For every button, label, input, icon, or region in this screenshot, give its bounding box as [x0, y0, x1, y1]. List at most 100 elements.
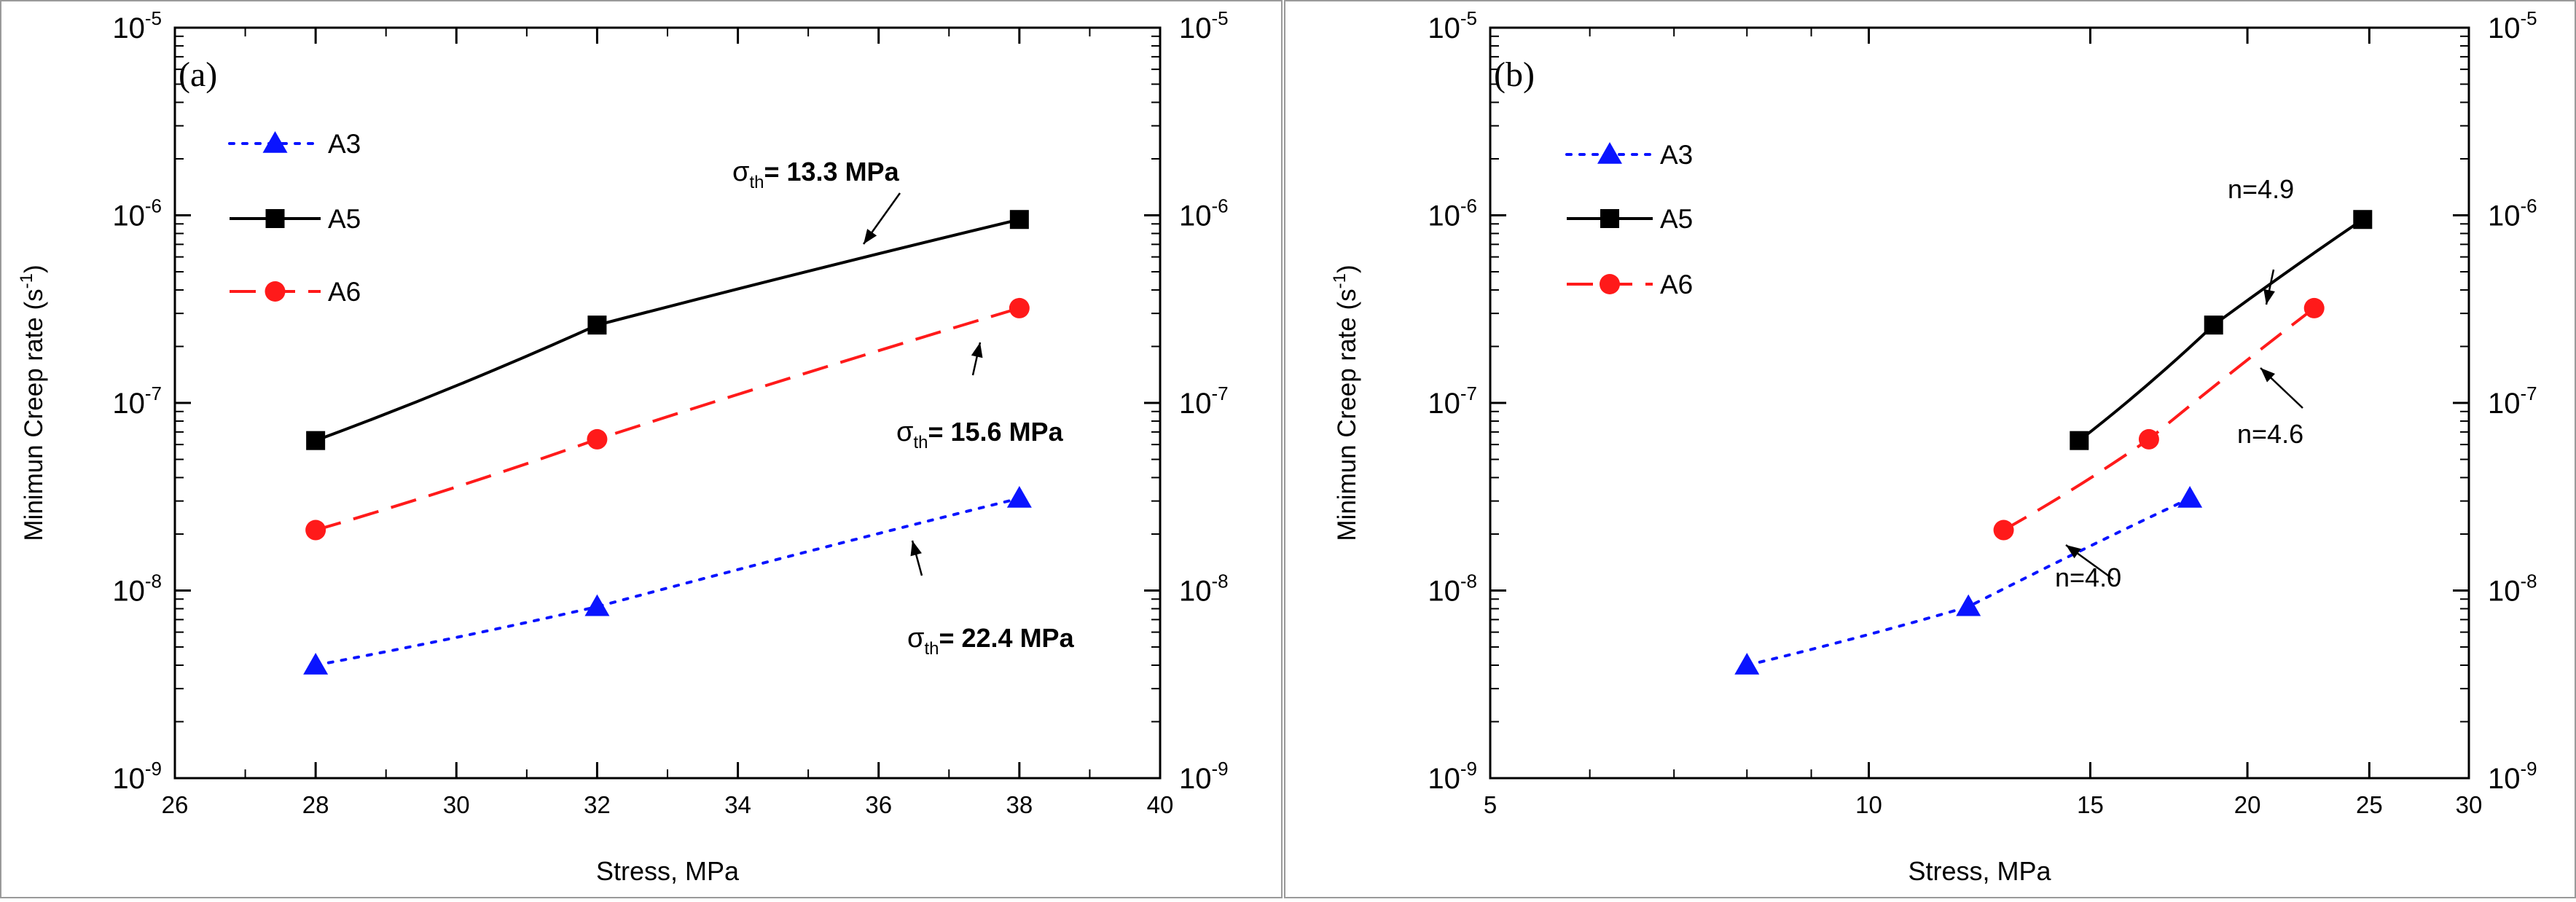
panel-b-legend-label-a6: A6 [1660, 270, 1693, 299]
panel-b-x-tick-label: 30 [2456, 791, 2483, 818]
panel-b-y-tick-label-right: 10-5 [2488, 7, 2537, 44]
y-tick-exp: -8 [2521, 570, 2537, 592]
y-tick-base: 10 [1179, 388, 1212, 420]
panel-a-x-tick-label: 30 [443, 791, 470, 818]
y-axis-label-close: ) [1333, 264, 1361, 273]
panel-a-series-a3-line [314, 496, 1021, 667]
y-tick-exp: -7 [1460, 383, 1477, 404]
panel-a-legend-label-a5: A5 [328, 204, 361, 234]
panel-b-x-tick-label: 5 [1484, 791, 1497, 818]
y-tick-exp: -5 [1212, 7, 1229, 29]
panel-a-annotation-arrow-head [971, 342, 983, 358]
y-tick-exp: -7 [145, 383, 162, 404]
panel-a-annotation: σth= 13.3 MPa [732, 157, 900, 192]
panel-a-annotation-arrow-head [864, 229, 877, 244]
panel-b-border [1284, 0, 2576, 898]
panel-a-y-tick-label: 10-9 [112, 758, 162, 795]
annotation-text: n=4.6 [2237, 419, 2303, 449]
annotation-subscript: th [913, 433, 928, 452]
panel-b-y-tick-label-right: 10-9 [2488, 758, 2537, 795]
panel-a-y-tick-label: 10-5 [112, 7, 162, 44]
panel-a-x-tick-label: 38 [1006, 791, 1033, 818]
panel-a-y-tick-label: 10-6 [112, 195, 162, 232]
panel-b-y-tick-label: 10-5 [1428, 7, 1477, 44]
y-axis-label-main: Minimun Creep rate (s [20, 289, 48, 541]
y-tick-base: 10 [2488, 200, 2521, 232]
y-tick-base: 10 [2488, 576, 2521, 608]
panel-b-y-tick-label: 10-9 [1428, 758, 1477, 795]
panel-a-legend-marker-a3 [262, 131, 288, 153]
y-tick-base: 10 [2488, 388, 2521, 420]
y-tick-exp: -8 [1212, 570, 1229, 592]
annotation-text: n=4.9 [2228, 174, 2294, 204]
y-tick-exp: -6 [2521, 195, 2537, 217]
annotation-text: = 15.6 MPa [928, 417, 1063, 447]
y-tick-base: 10 [112, 763, 145, 795]
panel-b-x-tick-label: 25 [2356, 791, 2383, 818]
panel-b-x-axis-label: Stress, MPa [1908, 856, 2051, 886]
panel-b-y-tick-label-right: 10-8 [2488, 570, 2537, 608]
panel-a-legend-marker-a5 [265, 209, 285, 228]
y-tick-base: 10 [112, 576, 145, 608]
y-tick-base: 10 [112, 12, 145, 44]
y-tick-exp: -9 [145, 758, 162, 780]
annotation-subscript: th [749, 173, 764, 192]
panel-a-annotation: σth= 22.4 MPa [907, 623, 1075, 659]
panel-b-y-axis-label: Minimun Creep rate (s-1) [1330, 264, 1361, 541]
y-tick-exp: -8 [1460, 570, 1477, 592]
panel-a-series-a6-point [1009, 297, 1030, 318]
panel-a-x-tick-label: 40 [1147, 791, 1174, 818]
y-axis-label-sup: -1 [1330, 273, 1350, 289]
panel-b-series-a5-point [2353, 210, 2373, 230]
y-tick-exp: -5 [2521, 7, 2537, 29]
panel-a-border [0, 0, 1283, 898]
y-tick-exp: -5 [145, 7, 162, 29]
panel-b-y-tick-label: 10-7 [1428, 383, 1477, 420]
panel-a-y-tick-label-right: 10-9 [1179, 758, 1229, 795]
panel-b-annotation-arrow-head [2263, 289, 2275, 305]
panel-a-y-tick-label-right: 10-8 [1179, 570, 1229, 608]
panel-a-series-a5-line [315, 218, 1020, 442]
panel-a-series-a3-point [303, 652, 329, 675]
y-tick-base: 10 [1179, 763, 1212, 795]
panel-a-x-tick-label: 28 [302, 791, 329, 818]
panel-b-series-a3-point [1734, 652, 1760, 675]
y-tick-base: 10 [1428, 576, 1460, 608]
panel-b-series-a6-point [2303, 297, 2325, 318]
panel-b-label: (b) [1494, 55, 1535, 94]
panel-a-annotation: σth= 15.6 MPa [896, 417, 1064, 452]
panel-b-series-a6-point [2138, 428, 2159, 450]
panel-b-legend-marker-a5 [1600, 209, 1619, 228]
panel-b-y-tick-label: 10-6 [1428, 195, 1477, 232]
y-tick-base: 10 [1179, 12, 1212, 44]
panel-b-series-a5-point [2204, 315, 2223, 335]
panel-b-legend-marker-a3 [1597, 142, 1622, 164]
panel-b-legend-marker-a6 [1600, 274, 1620, 294]
panel-a-y-tick-label-right: 10-6 [1179, 195, 1229, 232]
panel-a-legend-label-a6: A6 [328, 277, 361, 307]
y-axis-label-main: Minimun Creep rate (s [1333, 289, 1361, 541]
panel-b-y-tick-label-right: 10-6 [2488, 195, 2537, 232]
panel-b-x-tick-label: 10 [1855, 791, 1882, 818]
panel-a-annotation-arrow-head [910, 541, 922, 557]
annotation-text: = 22.4 MPa [939, 623, 1074, 653]
y-tick-exp: -9 [2521, 758, 2537, 780]
panel-a-legend-label-a3: A3 [328, 129, 361, 159]
panel-b-series-a5-point [2070, 431, 2089, 450]
panel-a-x-axis-label: Stress, MPa [596, 856, 740, 886]
panel-b-x-tick-label: 15 [2077, 791, 2104, 818]
panel-b-annotation-arrow-head [2066, 545, 2081, 559]
y-tick-base: 10 [1428, 12, 1460, 44]
y-tick-exp: -6 [145, 195, 162, 217]
panel-b-series-a6-point [1993, 519, 2014, 541]
y-tick-base: 10 [2488, 763, 2521, 795]
panel-a-label: (a) [179, 55, 217, 94]
y-tick-base: 10 [112, 388, 145, 420]
annotation-symbol: σ [907, 623, 924, 654]
annotation-symbol: σ [896, 417, 913, 447]
y-tick-exp: -8 [145, 570, 162, 592]
panel-b-annotation-arrow-head [2260, 368, 2276, 383]
panel-a-x-tick-label: 32 [584, 791, 611, 818]
